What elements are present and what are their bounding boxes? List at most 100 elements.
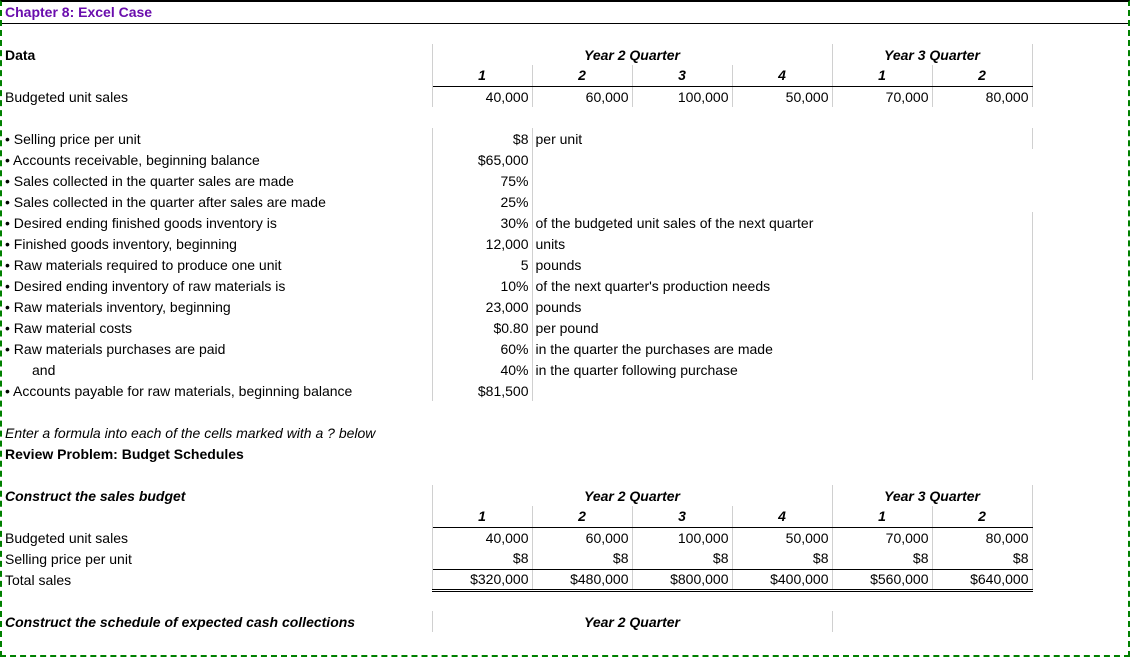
unit-text: in the quarter following purchase (532, 359, 1032, 380)
instruction-text: Enter a formula into each of the cells m… (2, 422, 1130, 443)
year3-header: Year 3 Quarter (832, 44, 1032, 65)
cell (1032, 485, 1130, 506)
col-q4: 4 (732, 506, 832, 527)
cell[interactable]: 70,000 (832, 86, 932, 107)
unit-text: pounds (532, 296, 1032, 317)
cell[interactable]: $560,000 (832, 569, 932, 590)
cell[interactable]: 25% (432, 191, 532, 212)
row-label: • Selling price per unit (2, 128, 432, 149)
col-y3q2: 2 (932, 65, 1032, 86)
row-label: • Sales collected in the quarter after s… (2, 191, 432, 212)
col-q2: 2 (532, 506, 632, 527)
blank-row (2, 23, 1130, 44)
row-label: Budgeted unit sales (2, 527, 432, 548)
cell[interactable]: 60,000 (532, 86, 632, 107)
cell[interactable]: 23,000 (432, 296, 532, 317)
col-y3q1: 1 (832, 65, 932, 86)
cell[interactable]: 5 (432, 254, 532, 275)
row-label: • Desired ending finished goods inventor… (2, 212, 432, 233)
col-q1: 1 (432, 506, 532, 527)
cell[interactable]: 60,000 (532, 527, 632, 548)
cell[interactable]: 10% (432, 275, 532, 296)
unit-text: per unit (532, 128, 1032, 149)
col-q2: 2 (532, 65, 632, 86)
cell[interactable]: $8 (832, 548, 932, 569)
chapter-title: Chapter 8: Excel Case (2, 2, 1130, 23)
cell (1032, 359, 1130, 380)
section-data: Data (2, 44, 432, 65)
row-label: and (2, 359, 432, 380)
cell[interactable]: $81,500 (432, 380, 532, 401)
col-q4: 4 (732, 65, 832, 86)
row-label: • Accounts payable for raw materials, be… (2, 380, 432, 401)
cell[interactable]: $8 (732, 548, 832, 569)
cell[interactable]: $640,000 (932, 569, 1032, 590)
cell (1032, 569, 1130, 590)
cell (2, 506, 432, 527)
unit-text: units (532, 233, 1032, 254)
cell[interactable]: 30% (432, 212, 532, 233)
row-label: • Raw materials inventory, beginning (2, 296, 432, 317)
cell[interactable]: 40,000 (432, 527, 532, 548)
unit-text: in the quarter the purchases are made (532, 338, 1032, 359)
cell[interactable]: 50,000 (732, 86, 832, 107)
cell (1032, 506, 1130, 527)
row-label: • Sales collected in the quarter sales a… (2, 170, 432, 191)
row-label: • Raw materials purchases are paid (2, 338, 432, 359)
blank-row (2, 464, 1130, 485)
row-label: • Accounts receivable, beginning balance (2, 149, 432, 170)
cell[interactable]: 80,000 (932, 527, 1032, 548)
col-q3: 3 (632, 506, 732, 527)
cell[interactable]: 70,000 (832, 527, 932, 548)
cell[interactable]: $800,000 (632, 569, 732, 590)
unit-text: pounds (532, 254, 1032, 275)
cell[interactable]: 12,000 (432, 233, 532, 254)
cell[interactable]: 50,000 (732, 527, 832, 548)
cell (1032, 275, 1130, 296)
col-q1: 1 (432, 65, 532, 86)
cell (1032, 548, 1130, 569)
cell[interactable]: 100,000 (632, 527, 732, 548)
blank-row (2, 590, 1130, 611)
cell (832, 611, 1130, 632)
cell (1032, 338, 1130, 359)
cell[interactable]: $65,000 (432, 149, 532, 170)
year2-header: Year 2 Quarter (432, 44, 832, 65)
row-label: Selling price per unit (2, 548, 432, 569)
unit-text: per pound (532, 317, 1032, 338)
year2-header: Year 2 Quarter (432, 611, 832, 632)
cell[interactable]: $8 (432, 128, 532, 149)
cell (1032, 527, 1130, 548)
unit-text: of the budgeted unit sales of the next q… (532, 212, 1032, 233)
review-heading: Review Problem: Budget Schedules (2, 443, 1130, 464)
cell[interactable]: 75% (432, 170, 532, 191)
row-label: Budgeted unit sales (2, 86, 432, 107)
cell[interactable]: $8 (532, 548, 632, 569)
cell[interactable]: 40% (432, 359, 532, 380)
year3-header: Year 3 Quarter (832, 485, 1032, 506)
blank-row (2, 401, 1130, 422)
cell (2, 65, 432, 86)
cell[interactable]: 80,000 (932, 86, 1032, 107)
cell[interactable]: $320,000 (432, 569, 532, 590)
cell[interactable]: $0.80 (432, 317, 532, 338)
cell[interactable]: $8 (432, 548, 532, 569)
cell (532, 149, 1130, 170)
cell[interactable]: $8 (932, 548, 1032, 569)
cash-collections-heading: Construct the schedule of expected cash … (2, 611, 432, 632)
cell[interactable]: $400,000 (732, 569, 832, 590)
col-y3q2: 2 (932, 506, 1032, 527)
cell[interactable]: 40,000 (432, 86, 532, 107)
cell (1032, 65, 1130, 86)
year2-header: Year 2 Quarter (432, 485, 832, 506)
cell[interactable]: $480,000 (532, 569, 632, 590)
row-label: Total sales (2, 569, 432, 590)
spreadsheet-grid: Chapter 8: Excel Case Data Year 2 Quarte… (2, 2, 1130, 632)
row-label: • Raw materials required to produce one … (2, 254, 432, 275)
cell[interactable]: $8 (632, 548, 732, 569)
cell[interactable]: 100,000 (632, 86, 732, 107)
cell (1032, 212, 1130, 233)
cell (1032, 296, 1130, 317)
cell (1032, 44, 1130, 65)
cell[interactable]: 60% (432, 338, 532, 359)
